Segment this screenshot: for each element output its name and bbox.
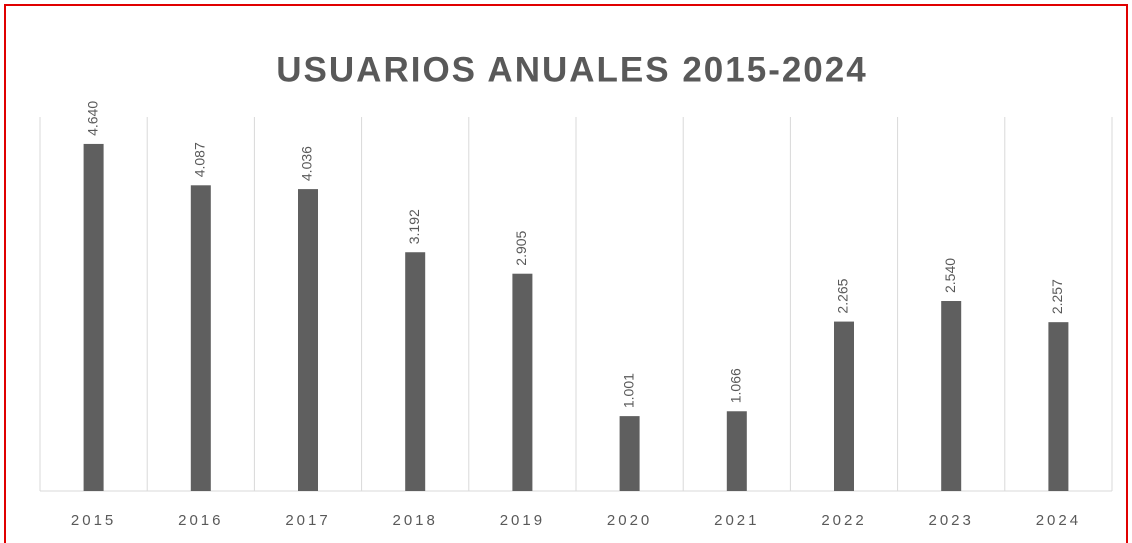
frame-border xyxy=(4,4,1128,543)
value-label: 4.640 xyxy=(84,101,100,136)
value-label: 4.036 xyxy=(299,146,315,181)
x-tick-label: 2020 xyxy=(607,512,652,529)
x-tick-label: 2016 xyxy=(178,512,223,529)
x-tick-label: 2024 xyxy=(1036,512,1081,529)
bar xyxy=(405,252,426,491)
value-label: 2.540 xyxy=(942,258,958,293)
x-tick-label: 2022 xyxy=(821,512,866,529)
x-tick-label: 2019 xyxy=(500,512,545,529)
chart-title: USUARIOS ANUALES 2015-2024 xyxy=(276,50,867,89)
bar xyxy=(190,185,211,491)
value-label: 2.905 xyxy=(513,230,529,265)
x-tick-label: 2015 xyxy=(71,512,116,529)
bar xyxy=(941,301,962,491)
value-label: 4.087 xyxy=(192,142,208,177)
bar xyxy=(512,273,533,491)
value-label: 1.001 xyxy=(620,373,636,408)
bar xyxy=(83,143,104,492)
value-label: 1.066 xyxy=(728,368,744,403)
x-tick-label: 2023 xyxy=(929,512,974,529)
bar xyxy=(619,416,640,491)
value-label: 2.257 xyxy=(1049,279,1065,314)
x-tick-label: 2018 xyxy=(393,512,438,529)
value-label: 2.265 xyxy=(835,278,851,313)
bar xyxy=(298,189,318,492)
bar xyxy=(726,411,747,491)
bar xyxy=(834,321,854,491)
x-tick-label: 2017 xyxy=(285,512,330,529)
value-label: 3.192 xyxy=(406,209,422,244)
bar xyxy=(1048,322,1069,491)
x-tick-label: 2021 xyxy=(714,512,759,529)
